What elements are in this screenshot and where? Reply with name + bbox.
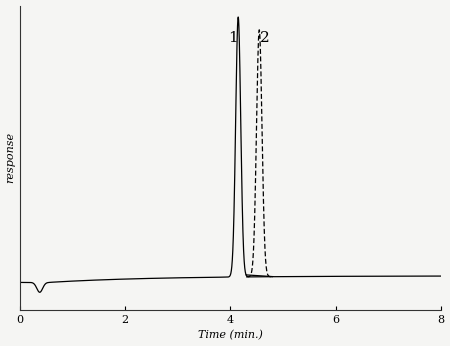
Y-axis label: response: response bbox=[5, 132, 16, 183]
Text: 1: 1 bbox=[228, 30, 238, 45]
X-axis label: Time (min.): Time (min.) bbox=[198, 330, 263, 340]
Text: 2: 2 bbox=[260, 30, 270, 45]
